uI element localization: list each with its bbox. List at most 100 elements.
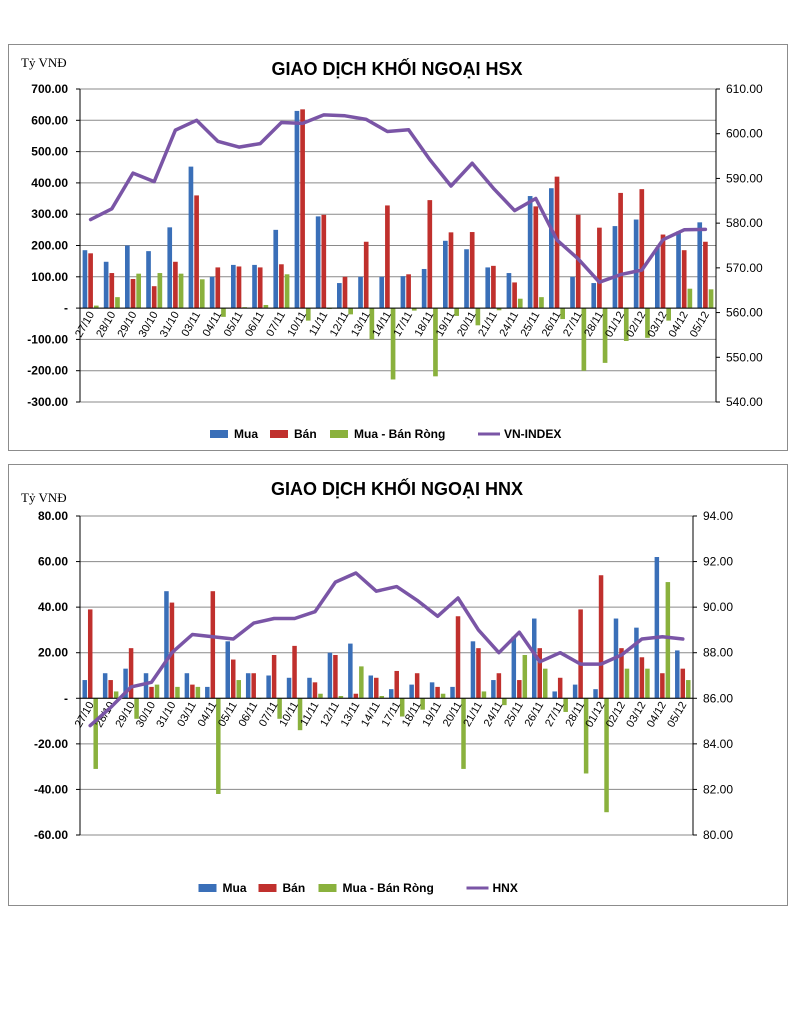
bar-rong-12-11: [338, 696, 344, 699]
y2-tick-label: 610.00: [726, 82, 763, 96]
bar-ban-03-12: [639, 657, 645, 699]
bar-ban-10-11: [292, 645, 297, 699]
bar-ban-11-11: [312, 682, 318, 699]
y-tick-label: -40.00: [34, 782, 68, 796]
bar-rong-29-10: [136, 273, 141, 309]
legend-swatch-ban: [270, 430, 288, 438]
hsx-chart-panel: GIAO DỊCH KHỐI NGOẠI HSX Tỷ VNĐ -300.00-…: [8, 44, 788, 451]
bar-ban-30-10: [149, 686, 154, 699]
bar-ban-29-10: [130, 278, 136, 309]
y-tick-label: -: [64, 691, 68, 705]
bar-mua-05-12: [697, 222, 703, 309]
x-tick-label: 05/12: [665, 700, 689, 730]
bar-ban-19-11: [435, 686, 440, 699]
bar-ban-20-11: [469, 232, 475, 309]
chart-title: GIAO DỊCH KHỐI NGOẠI HSX: [271, 58, 522, 79]
bar-mua-03-11: [188, 166, 194, 309]
bar-mua-04-11: [209, 276, 215, 309]
bar-rong-27-10: [93, 305, 99, 309]
x-tick-label: 06/11: [237, 700, 261, 729]
x-tick-label: 10/11: [285, 310, 309, 339]
y2-tick-label: 560.00: [726, 306, 763, 320]
bar-mua-26-11: [532, 618, 537, 699]
bar-rong-04-12: [665, 582, 671, 699]
bar-ban-27-10: [88, 253, 93, 309]
legend-label-index: VN-INDEX: [504, 427, 561, 441]
legend-swatch-mua: [198, 884, 217, 892]
bar-rong-04-11: [221, 308, 226, 317]
x-tick-label: 12/11: [318, 700, 342, 729]
bar-mua-20-11: [464, 249, 469, 309]
x-tick-label: 24/11: [482, 700, 506, 729]
bar-mua-25-11: [511, 636, 517, 699]
bar-ban-28-10: [109, 273, 115, 309]
bar-ban-04-12: [681, 250, 687, 309]
x-tick-label: 31/10: [154, 700, 178, 730]
bar-mua-28-10: [103, 261, 109, 309]
bar-ban-13-11: [353, 693, 359, 699]
bar-ban-20-11: [455, 616, 461, 699]
bar-rong-31-10: [178, 273, 184, 309]
bar-ban-04-12: [660, 673, 665, 699]
x-tick-label: 03/11: [179, 310, 203, 339]
bar-mua-17-11: [388, 689, 394, 699]
bar-rong-28-10: [113, 691, 119, 699]
bar-rong-03-12: [666, 308, 671, 321]
bar-ban-28-11: [578, 609, 583, 699]
bar-ban-18-11: [414, 673, 420, 699]
bar-ban-18-11: [427, 200, 433, 309]
bar-rong-03-12: [645, 668, 650, 699]
bar-rong-30-10: [154, 684, 160, 699]
bar-rong-18-11: [433, 308, 438, 377]
hnx-chart-panel: GIAO DỊCH KHỐI NGOẠI HNX Tỷ VNĐ -60.00 -4…: [8, 464, 788, 906]
hsx-chart: GIAO DỊCH KHỐI NGOẠI HSX Tỷ VNĐ -300.00-…: [21, 55, 763, 441]
bar-ban-28-10: [108, 680, 113, 699]
bar-rong-29-10: [134, 698, 139, 719]
bar-rong-07-11: [284, 274, 290, 309]
legend-label-rong: Mua - Bán Ròng: [354, 427, 445, 441]
bar-rong-25-11: [522, 654, 528, 699]
bar-ban-14-11: [374, 677, 379, 699]
y2-tick-label: 540.00: [726, 395, 763, 409]
bar-mua-26-11: [549, 188, 554, 309]
bar-mua-05-11: [231, 264, 236, 309]
y2-tick-label: 84.00: [703, 737, 733, 751]
x-tick-label: 28/10: [94, 310, 118, 340]
y2-tick-label: 90.00: [703, 600, 733, 614]
y-tick-label: 700.00: [31, 82, 68, 96]
bar-mua-17-11: [400, 276, 406, 309]
bar-mua-18-11: [421, 268, 427, 309]
legend-label-mua: Mua: [234, 427, 258, 441]
bar-ban-07-11: [279, 264, 284, 309]
bar-ban-01-12: [618, 192, 623, 309]
x-tick-label: 25/11: [519, 310, 543, 339]
y2-tick-label: 92.00: [703, 555, 733, 569]
x-tick-label: 04/11: [201, 310, 225, 339]
bar-mua-05-12: [675, 650, 680, 699]
hnx-chart: GIAO DỊCH KHỐI NGOẠI HNX Tỷ VNĐ -60.00-4…: [21, 478, 733, 895]
x-tick-label: 27/11: [543, 700, 567, 729]
bar-mua-10-11: [286, 677, 292, 699]
bar-rong-26-11: [542, 668, 548, 699]
bar-rong-01-12: [623, 308, 629, 341]
bar-rong-03-11: [195, 686, 201, 699]
bar-mua-20-11: [450, 686, 455, 699]
bar-mua-12-11: [337, 283, 342, 309]
bar-mua-14-11: [379, 276, 385, 309]
legend-label-rong: Mua - Bán Ròng: [343, 881, 434, 895]
y-tick-label: -100.00: [27, 332, 68, 346]
x-tick-label: 14/11: [359, 700, 383, 729]
x-tick-label: 30/10: [137, 310, 161, 340]
y2-tick-label: 570.00: [726, 261, 763, 275]
bar-ban-12-11: [333, 654, 338, 699]
bar-mua-18-11: [409, 684, 414, 699]
bar-mua-27-10: [82, 680, 87, 699]
x-tick-label: 13/11: [339, 700, 363, 729]
y-tick-label: 200.00: [31, 239, 68, 253]
bar-rong-27-11: [581, 308, 587, 371]
bar-rong-19-11: [440, 693, 446, 699]
bar-ban-26-11: [537, 648, 542, 699]
bar-ban-05-12: [680, 668, 686, 699]
bar-rong-10-11: [297, 698, 303, 731]
bar-mua-11-11: [315, 216, 321, 309]
